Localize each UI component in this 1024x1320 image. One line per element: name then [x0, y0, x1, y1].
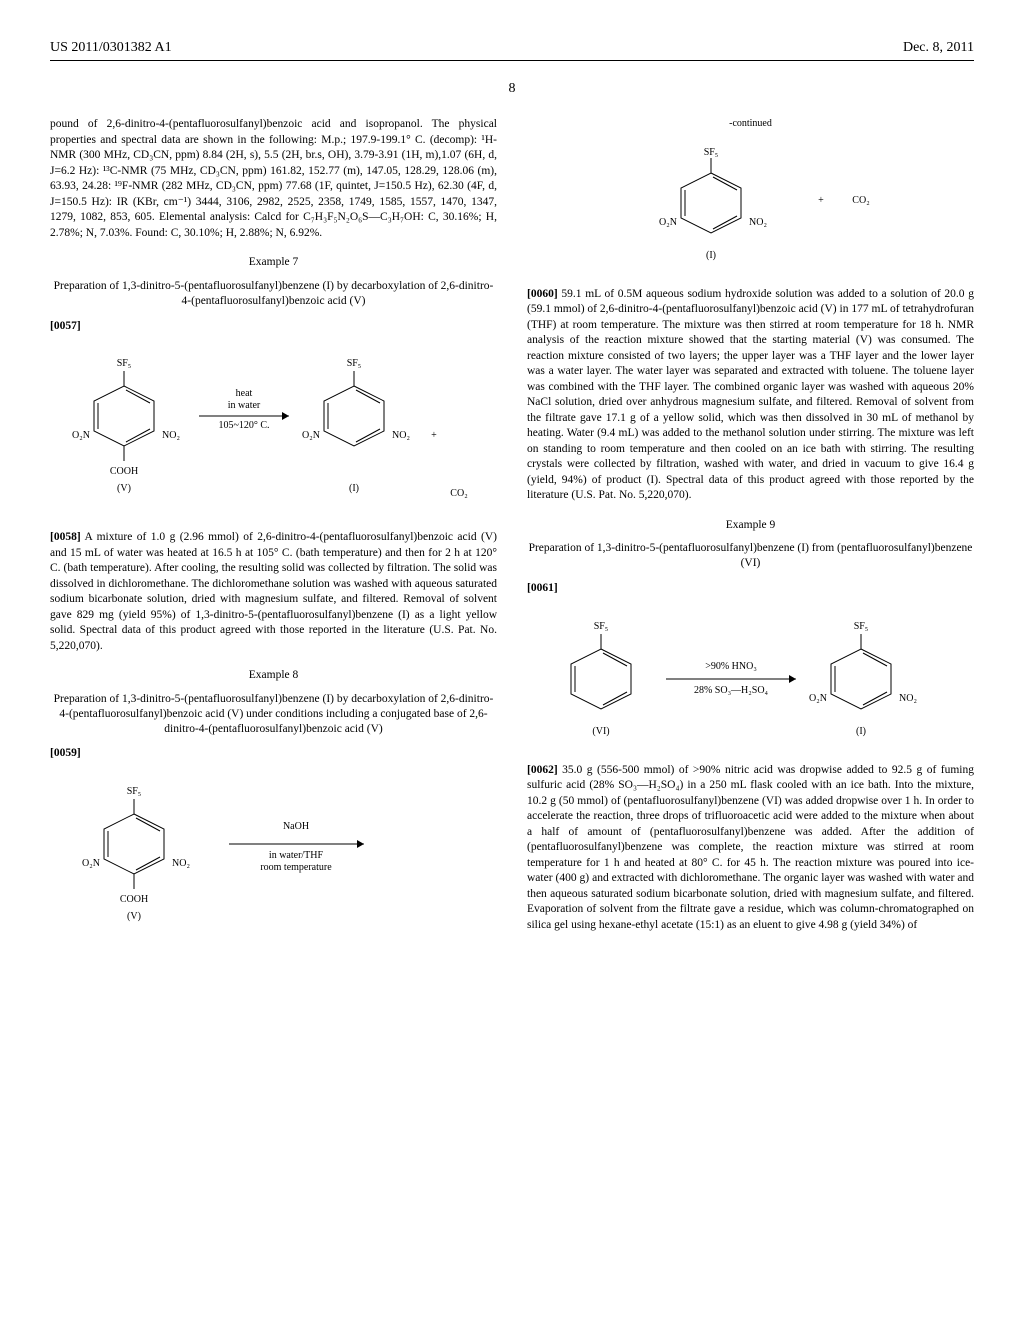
no2-label-r: NO₂ [392, 430, 410, 441]
scheme-example-8b: SF₅ O₂N NO₂ (I) + CO₂ [527, 143, 974, 273]
arrow-thf: in water/THF [268, 850, 323, 861]
scheme-example-8a: SF₅ O₂N NO₂ COOH (V) NaOH in water/THF r… [50, 774, 497, 924]
example-9-subtitle: Preparation of 1,3-dinitro-5-(pentafluor… [527, 541, 974, 571]
para-0058: [0058] A mixture of 1.0 g (2.96 mmol) of… [50, 530, 497, 654]
para-0058-text: A mixture of 1.0 g (2.96 mmol) of 2,6-di… [50, 531, 497, 652]
sf5-label-r: SF₅ [346, 358, 361, 369]
left-column: pound of 2,6-dinitro-4-(pentafluorosulfa… [50, 117, 497, 941]
no2-8b: NO₂ [749, 217, 767, 228]
label-v: (V) [117, 483, 131, 494]
cooh-8a: COOH [119, 894, 147, 905]
label-v-8a: (V) [127, 911, 141, 922]
arrow-rt: room temperature [260, 862, 332, 873]
o2n-label-r: O₂N [302, 430, 320, 441]
sf5-label: SF₅ [116, 358, 131, 369]
no2-label: NO₂ [162, 430, 180, 441]
patent-date: Dec. 8, 2011 [903, 40, 974, 56]
cooh-label: COOH [109, 466, 137, 477]
sf5-9l: SF₅ [593, 621, 608, 632]
co2-8b: CO₂ [852, 195, 869, 206]
label-i: (I) [349, 483, 359, 494]
arrow-temp: 105~120° C. [218, 420, 269, 431]
label-vi: (VI) [592, 726, 609, 737]
para-num-0060: [0060] [527, 288, 558, 300]
sf5-8a: SF₅ [126, 786, 141, 797]
para-num-0058: [0058] [50, 531, 81, 543]
columns-container: pound of 2,6-dinitro-4-(pentafluorosulfa… [50, 117, 974, 941]
para-0062: [0062] 35.0 g (556-500 mmol) of >90% nit… [527, 763, 974, 934]
right-column: -continued SF₅ O₂N NO₂ (I) + CO₂ [0060] … [527, 117, 974, 941]
para-num-0057: [0057] [50, 320, 81, 332]
o2n-8a: O₂N [82, 858, 100, 869]
co2-label: CO₂ [450, 488, 467, 499]
para-0057: [0057] [50, 319, 497, 335]
page-number: 8 [50, 81, 974, 97]
para-num-0061: [0061] [527, 582, 558, 594]
example-8-subtitle: Preparation of 1,3-dinitro-5-(pentafluor… [50, 692, 497, 737]
scheme-example-9: SF₅ (VI) >90% HNO₃ 28% SO₃—H₂SO₄ SF₅ O₂N… [527, 609, 974, 749]
example-7-title: Example 7 [50, 255, 497, 271]
o2n-8b: O₂N [659, 217, 677, 228]
para-0059: [0059] [50, 746, 497, 762]
no2-9: NO₂ [899, 693, 917, 704]
arrow-water: in water [227, 400, 260, 411]
patent-number: US 2011/0301382 A1 [50, 40, 172, 56]
arrow-heat: heat [235, 388, 252, 399]
example-8-title: Example 8 [50, 668, 497, 684]
example-7-subtitle: Preparation of 1,3-dinitro-5-(pentafluor… [50, 279, 497, 309]
scheme-example-7: SF₅ O₂N NO₂ COOH (V) heat in water 105~1… [50, 346, 497, 516]
arrow-hno3: >90% HNO₃ [705, 661, 757, 672]
para-0060: [0060] 59.1 mL of 0.5M aqueous sodium hy… [527, 287, 974, 504]
para-0060-text: 59.1 mL of 0.5M aqueous sodium hydroxide… [527, 288, 974, 502]
no2-8a: NO₂ [172, 858, 190, 869]
plus-8b: + [818, 195, 824, 206]
plus-sign: + [431, 430, 437, 441]
label-i-9: (I) [856, 726, 866, 737]
sf5-9r: SF₅ [853, 621, 868, 632]
o2n-9: O₂N [809, 693, 827, 704]
para-0061: [0061] [527, 581, 974, 597]
example-9-title: Example 9 [527, 518, 974, 534]
intro-paragraph: pound of 2,6-dinitro-4-(pentafluorosulfa… [50, 117, 497, 241]
arrow-so3: 28% SO₃—H₂SO₄ [693, 685, 768, 696]
o2n-label: O₂N [72, 430, 90, 441]
para-num-0062: [0062] [527, 764, 558, 776]
para-0062-text: 35.0 g (556-500 mmol) of >90% nitric aci… [527, 764, 974, 931]
sf5-8b: SF₅ [703, 147, 718, 158]
para-num-0059: [0059] [50, 747, 81, 759]
label-i-8b: (I) [706, 250, 716, 261]
arrow-naoh: NaOH [282, 821, 308, 832]
continued-label: -continued [527, 117, 974, 131]
page-header: US 2011/0301382 A1 Dec. 8, 2011 [50, 40, 974, 61]
